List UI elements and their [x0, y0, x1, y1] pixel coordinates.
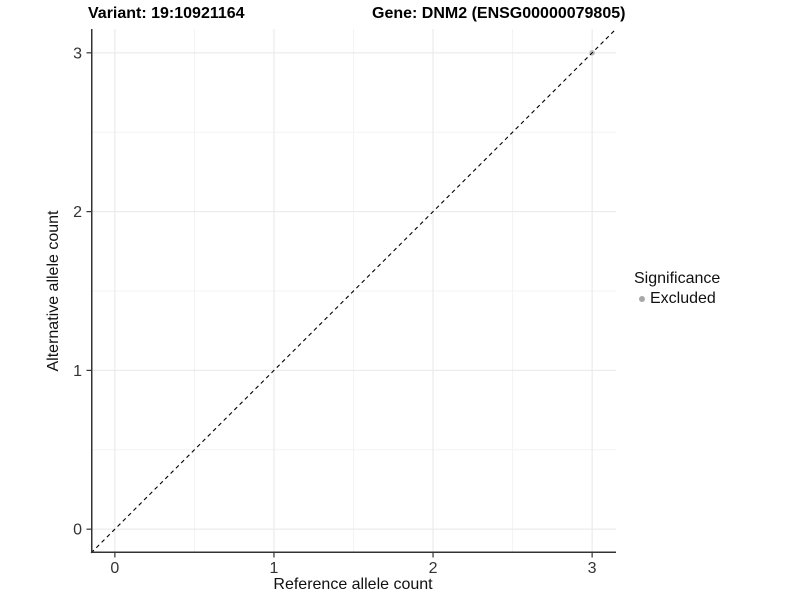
legend: Significance Excluded [634, 269, 720, 308]
plot-title-gene: Gene: DNM2 (ENSG00000079805) [372, 5, 626, 22]
legend-key [634, 291, 650, 307]
chart-canvas: 0 1 2 3 0 1 2 3 [73, 28, 617, 577]
legend-entry: Excluded [634, 290, 720, 308]
x-tick-label: 0 [110, 560, 119, 577]
legend-title: Significance [634, 270, 721, 287]
y-tick-label: 3 [73, 45, 82, 62]
y-tick-label: 1 [73, 363, 82, 380]
x-tick-label: 1 [270, 560, 279, 577]
x-tick-label: 3 [588, 560, 597, 577]
x-tick-label: 2 [429, 560, 438, 577]
identity-dashed-line [90, 28, 617, 554]
plot-title-variant: Variant: 19:10921164 [88, 5, 245, 22]
legend-entry-label: Excluded [650, 290, 716, 307]
plot-panel: 0 1 2 3 0 1 2 3 [73, 28, 617, 577]
y-tick-label: 0 [73, 522, 82, 539]
y-tick-label: 2 [73, 204, 82, 221]
x-axis-title: Reference allele count [273, 576, 433, 593]
y-axis-title: Alternative allele count [45, 210, 62, 372]
excluded-point-icon [639, 296, 645, 302]
